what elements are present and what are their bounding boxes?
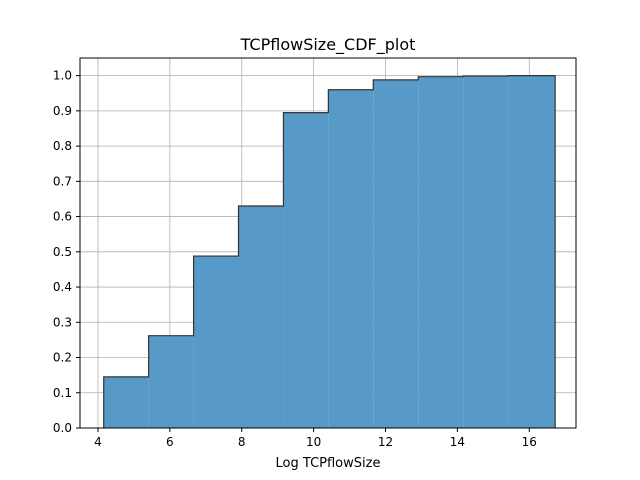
- x-tick-label: 16: [522, 435, 537, 449]
- y-tick-label: 0.5: [53, 245, 72, 259]
- cdf-step-outline: [103, 75, 556, 428]
- y-tick-label: 0.6: [53, 210, 72, 224]
- x-tick-label: 8: [238, 435, 246, 449]
- y-tick-label: 0.1: [53, 386, 72, 400]
- chart-title: TCPflowSize_CDF_plot: [240, 35, 416, 55]
- cdf-bar: [193, 256, 239, 428]
- cdf-bar: [373, 79, 419, 428]
- x-tick-label: 4: [94, 435, 102, 449]
- cdf-bar: [463, 75, 509, 428]
- y-tick-label: 0.8: [53, 139, 72, 153]
- x-tick-label: 10: [306, 435, 321, 449]
- cdf-bar: [283, 112, 329, 428]
- y-ticks: 0.0 0.1 0.2 0.3 0.4 0.5 0.6 0.7 0.8 0.9 1.0: [53, 69, 80, 435]
- x-tick-label: 14: [450, 435, 465, 449]
- y-tick-label: 0.0: [53, 421, 72, 435]
- plot-frame: [79, 57, 577, 429]
- cdf-bar: [508, 75, 556, 428]
- x-tick-label: 6: [166, 435, 174, 449]
- y-tick-label: 0.9: [53, 104, 72, 118]
- x-ticks: 4 6 8 10 12 14 16: [94, 428, 537, 449]
- y-tick-label: 0.4: [53, 280, 72, 294]
- cdf-bar: [103, 376, 149, 428]
- y-tick-label: 0.2: [53, 351, 72, 365]
- axes-layer: [79, 57, 577, 429]
- cdf-bar: [328, 89, 374, 428]
- y-tick-label: 0.3: [53, 315, 72, 329]
- x-axis-label: Log TCPflowSize: [276, 456, 381, 471]
- y-tick-label: 0.7: [53, 174, 72, 188]
- cdf-bar: [238, 206, 284, 428]
- cdf-bar: [418, 76, 464, 428]
- cdf-bar: [148, 335, 194, 428]
- y-tick-label: 1.0: [53, 69, 72, 83]
- x-tick-label: 12: [378, 435, 393, 449]
- bars-layer: [103, 75, 556, 428]
